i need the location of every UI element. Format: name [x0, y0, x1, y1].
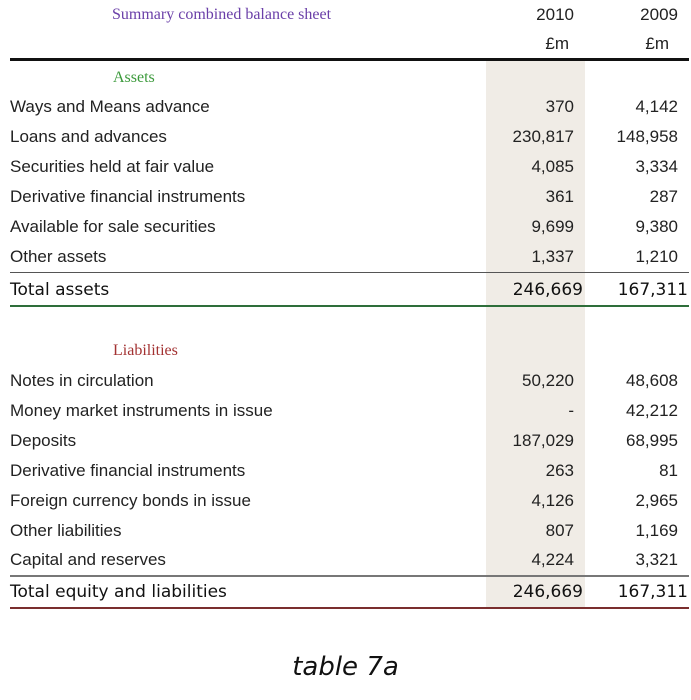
value-2010: 4,126	[531, 490, 574, 510]
table-row: Other liabilities 807 1,169	[10, 516, 689, 546]
total-liabilities-label: Total equity and liabilities	[10, 582, 227, 602]
row-label: Derivative financial instruments	[10, 460, 246, 480]
row-label: Derivative financial instruments	[10, 186, 246, 206]
table-row: Derivative financial instruments 263 81	[10, 456, 689, 486]
table-row: Other assets 1,337 1,210	[10, 242, 689, 272]
row-label: Deposits	[10, 430, 77, 450]
total-liabilities-2010: 246,669	[512, 582, 583, 602]
header-rule	[10, 58, 689, 61]
value-2010: 9,699	[531, 216, 574, 236]
total-assets-label: Total assets	[10, 280, 110, 300]
col-2009-header: 2009	[640, 5, 678, 24]
total-assets-2009: 167,311	[617, 280, 688, 300]
table-title: Summary combined balance sheet	[112, 6, 332, 23]
value-2009: 1,169	[635, 520, 678, 540]
assets-heading: Assets	[113, 69, 155, 86]
value-2010: 50,220	[522, 371, 574, 390]
liabilities-heading: Liabilities	[113, 342, 178, 359]
table-row: Loans and advances 230,817 148,958	[10, 122, 689, 152]
row-label: Loans and advances	[10, 126, 167, 146]
value-2009: 287	[649, 186, 678, 206]
table-row: Available for sale securities 9,699 9,380	[10, 212, 689, 242]
col-2009-unit: £m	[645, 34, 669, 53]
total-liabilities-row: Total equity and liabilities 246,669 167…	[10, 577, 689, 607]
value-2010: 4,085	[531, 156, 574, 176]
value-2009: 2,965	[635, 490, 678, 510]
table-row: Notes in circulation 50,220 48,608	[10, 366, 689, 396]
value-2009: 9,380	[635, 216, 678, 236]
table-row: Capital and reserves 4,224 3,321	[10, 545, 689, 575]
table-row: Securities held at fair value 4,085 3,334	[10, 152, 689, 182]
row-label: Other assets	[10, 246, 107, 266]
value-2009: 3,321	[635, 550, 678, 570]
value-2009: 148,958	[616, 126, 678, 146]
total-liabilities-2009: 167,311	[617, 582, 688, 602]
liabilities-total-rule	[10, 607, 689, 609]
row-label: Ways and Means advance	[10, 97, 210, 116]
col-2010-header: 2010	[536, 5, 574, 24]
value-2010: 4,224	[531, 550, 574, 570]
table-row: Derivative financial instruments 361 287	[10, 182, 689, 212]
total-assets-2010: 246,669	[512, 280, 583, 300]
col-2010-unit: £m	[545, 34, 569, 53]
table-row: Money market instruments in issue - 42,212	[10, 396, 689, 426]
row-label: Foreign currency bonds in issue	[10, 490, 251, 510]
row-label: Capital and reserves	[10, 550, 166, 570]
row-label: Securities held at fair value	[10, 156, 215, 176]
value-2009: 48,608	[626, 371, 678, 390]
assets-heading-row: Assets	[10, 63, 689, 93]
value-2009: 68,995	[626, 430, 678, 450]
assets-subtotal-rule	[10, 272, 689, 273]
highlight-2010-column	[486, 61, 585, 608]
value-2010: 361	[545, 186, 574, 206]
liabilities-heading-row: Liabilities	[10, 336, 689, 366]
table-row: Ways and Means advance 370 4,142	[10, 92, 689, 122]
row-label: Other liabilities	[10, 520, 122, 540]
unit-row: £m £m	[10, 29, 689, 59]
value-2010: 230,817	[512, 126, 574, 146]
value-2009: 42,212	[626, 400, 678, 420]
value-2010: 263	[545, 460, 574, 480]
row-label: Available for sale securities	[10, 216, 216, 236]
total-assets-row: Total assets 246,669 167,311	[10, 275, 689, 305]
value-2010: 807	[545, 520, 574, 540]
value-2010: -	[568, 400, 574, 420]
value-2009: 3,334	[635, 156, 678, 176]
value-2010: 1,337	[531, 246, 574, 266]
header-row: Summary combined balance sheet 2010 2009	[10, 0, 689, 30]
table-row: Deposits 187,029 68,995	[10, 426, 689, 456]
table-row: Foreign currency bonds in issue 4,126 2,96…	[10, 486, 689, 516]
value-2009: 81	[659, 460, 678, 480]
value-2009: 4,142	[635, 97, 678, 116]
assets-total-rule	[10, 305, 689, 307]
row-label: Notes in circulation	[10, 371, 154, 390]
value-2009: 1,210	[635, 246, 678, 266]
liabilities-subtotal-rule	[10, 575, 689, 577]
value-2010: 187,029	[512, 430, 574, 450]
row-label: Money market instruments in issue	[10, 400, 273, 420]
table-caption: table 7a	[292, 652, 399, 682]
value-2010: 370	[545, 97, 574, 116]
